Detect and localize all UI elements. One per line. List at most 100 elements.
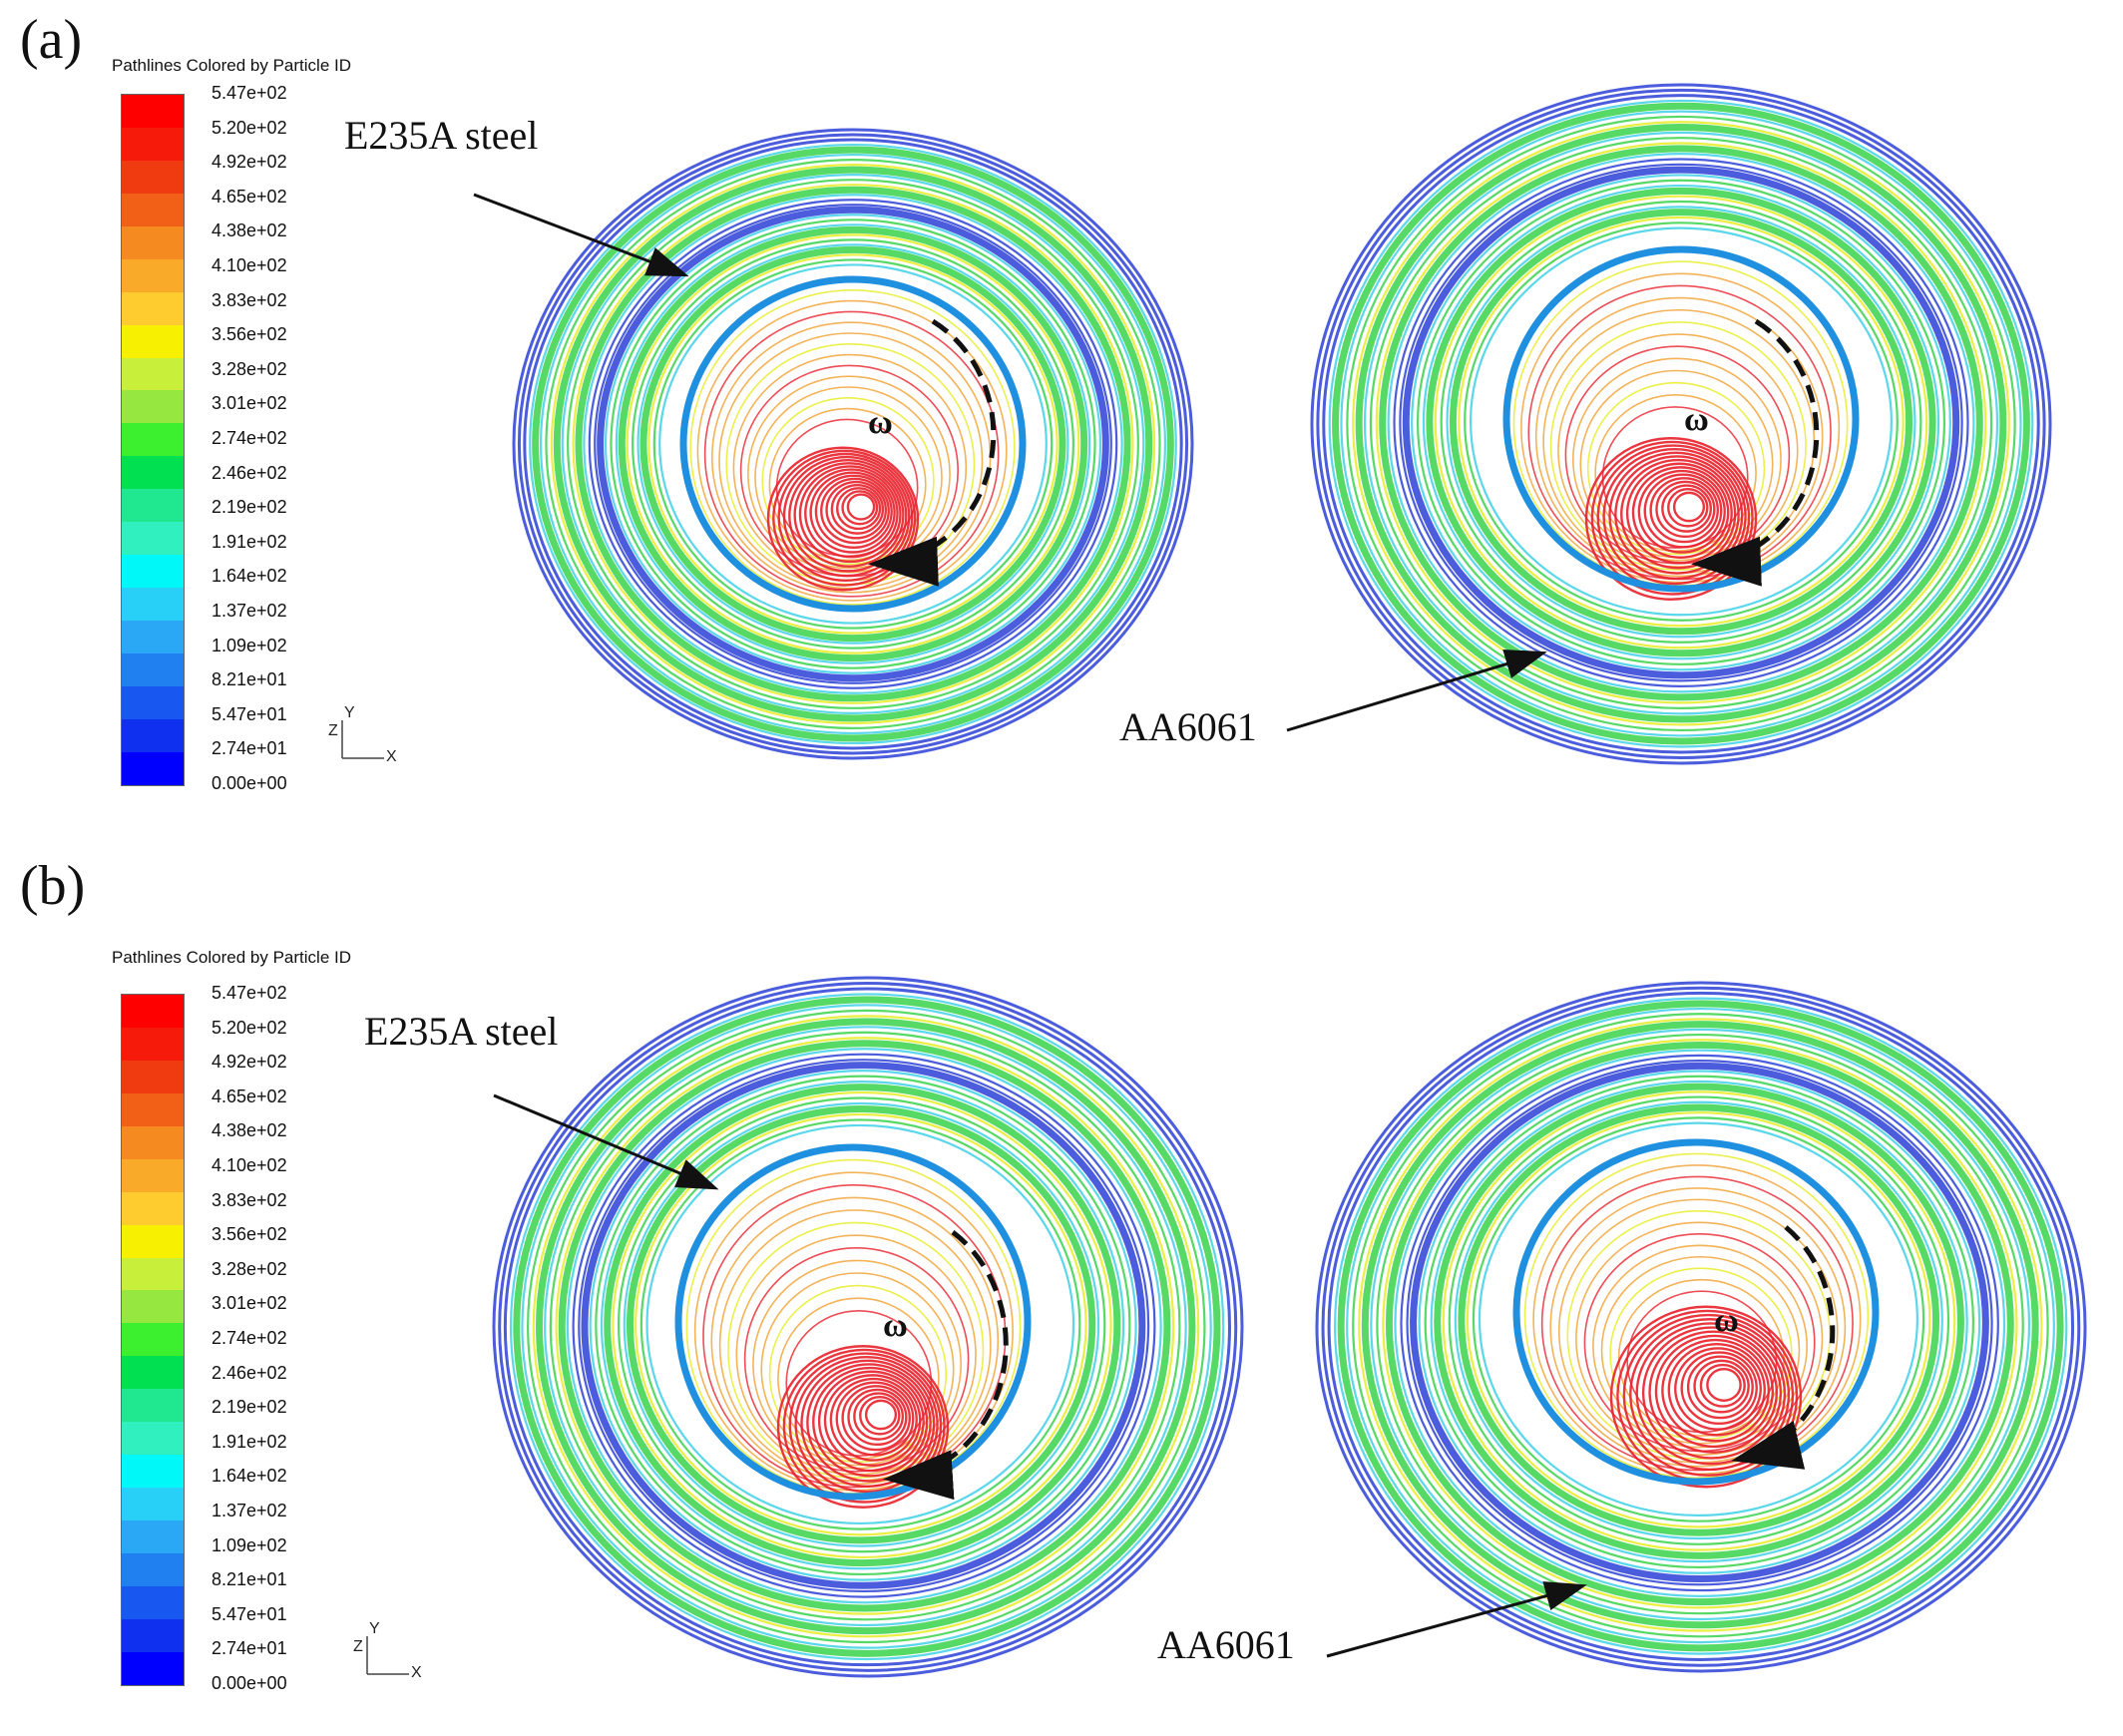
rotation-arrow-right [1691,318,1820,587]
pathline [618,225,1088,662]
pathline [572,1053,1156,1598]
pathline [1686,1355,1754,1420]
pathline [597,206,1109,682]
colorbar-tick-label: 0.00e+00 [212,773,287,793]
colorbar-tick-label: 2.46e+02 [212,1362,287,1383]
pathline [529,143,1177,745]
colorbar-segment [122,423,184,457]
pathline [1410,1062,1989,1583]
colorbar-tick-label: 2.74e+02 [212,1328,287,1348]
legend-title: Pathlines Colored by Particle ID [112,56,352,75]
pathline [652,258,1054,630]
colorbar-tick-label: 3.01e+02 [212,1293,287,1314]
pathline [793,462,905,568]
pathline [1346,1007,2055,1644]
pathline [1586,381,1766,556]
pathline [615,223,1091,664]
pathline [1355,124,2007,723]
pathline [1434,1083,1964,1559]
pathline [696,299,1008,602]
pathline [555,1037,1175,1615]
pathline [1352,121,2010,726]
pathline [1502,245,1860,593]
colorbar-segment [122,1125,184,1159]
omega-symbol-left: ω [883,1307,908,1344]
axis-triad-lines [366,1636,409,1675]
pathline [639,1118,1081,1530]
colorbar-segment [122,456,184,490]
pathline [1426,187,1936,657]
aluminium-label: AA6061 [1119,704,1257,749]
omega-symbol-left: ω [868,404,893,441]
pathline [1478,1121,1918,1518]
pathline [1466,1111,1931,1528]
pathline [594,204,1112,684]
pathline [553,166,1153,722]
pathline [1430,1080,1968,1563]
colorbar-segment [122,751,184,785]
pathline [1635,1322,1787,1466]
steel-disc [492,976,1244,1678]
colorbar-segment [122,1224,184,1258]
pathline [600,1080,1125,1570]
pathline [535,1018,1196,1635]
pathline [527,1009,1206,1644]
pathline [1649,477,1719,544]
axis-z-label: Z [353,1638,363,1655]
colorbar-segment [122,522,184,556]
pathline [595,1075,1131,1576]
pathline [1315,981,2087,1673]
pathline [1566,1210,1831,1460]
pathline [539,153,1167,735]
pathline [635,1112,1087,1536]
pathline [864,1399,898,1431]
colorbar-segment [122,160,184,194]
colorbar-tick-label: 3.83e+02 [212,1189,287,1210]
pathline [1334,997,2068,1655]
pathline [1667,1343,1766,1437]
colorbar-tick-label: 2.74e+02 [212,428,287,448]
pathline [835,1381,915,1457]
pathline [1584,437,1758,601]
colorbar-segment [122,652,184,686]
colorbar-tick-label: 3.56e+02 [212,1224,287,1245]
pathline [806,1363,932,1483]
axis-y-label: Y [369,1620,380,1637]
panel-a: (a) Pathlines Colored by Particle ID 5.4… [20,9,2052,793]
pathline [814,474,893,549]
axis-y-label: Y [344,704,355,721]
pathline [1406,1060,1993,1586]
axis-x-label: X [386,748,397,765]
pathline [809,471,896,554]
colorbar [121,94,185,786]
panel-b: (b) Pathlines Colored by Particle ID 5.4… [0,855,2123,1736]
pathline-plot [512,83,2052,765]
colorbar-segment [122,718,184,752]
pathline [1549,321,1807,571]
pathline [566,1048,1162,1604]
pathline [836,487,882,531]
pathline [583,194,1123,694]
pathline [639,245,1066,643]
pathline [829,1377,918,1462]
pathline [1672,491,1706,523]
pathline [1575,1221,1824,1457]
colorbar-tick-label: 5.47e+01 [212,1603,287,1624]
aluminium-arrow [1326,1581,1587,1658]
pathline [1458,1103,1940,1536]
pathline [1399,163,1963,682]
pathline [523,138,1183,750]
pathline [1422,184,1940,660]
pathline [1512,1138,1880,1486]
pathline [1622,1313,1795,1477]
pathline [1446,206,1916,639]
pathline-plot [492,976,2087,1678]
rotation-arrow-left [883,1230,1009,1501]
pathline [1379,145,1983,701]
pathline [1674,1347,1762,1431]
pathline [782,1348,946,1504]
pathline [1523,1152,1870,1479]
pathline [841,1385,911,1452]
pathline [544,1026,1187,1627]
steel-arrow [473,193,689,277]
